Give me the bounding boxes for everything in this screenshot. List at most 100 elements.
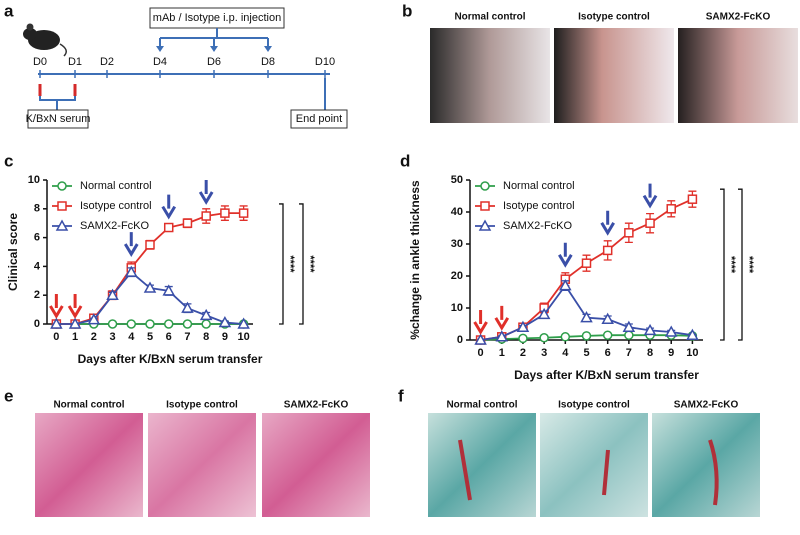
treatment-arrow xyxy=(49,294,64,319)
injection-arrowheads xyxy=(156,46,272,52)
legend-marker xyxy=(55,219,69,231)
x-tick-label: 3 xyxy=(109,331,115,343)
injection-bracket xyxy=(159,28,269,48)
legend-label: SAMX2-FcKO xyxy=(503,220,573,232)
legend-marker xyxy=(480,181,490,191)
x-tick-label: 8 xyxy=(647,347,653,359)
marker xyxy=(687,194,698,204)
timeline-ticks xyxy=(39,70,326,78)
marker xyxy=(181,301,194,313)
series-line xyxy=(56,270,244,325)
marker xyxy=(163,319,174,329)
x-tick-label: 10 xyxy=(238,331,250,343)
photo-caption: Isotype control xyxy=(578,12,650,23)
x-tick-label: 4 xyxy=(128,331,135,343)
x-tick-label: 5 xyxy=(147,331,153,343)
marker xyxy=(106,288,119,300)
treatment-arrow xyxy=(161,194,177,220)
y-tick-label: 2 xyxy=(34,289,40,301)
marker xyxy=(220,208,230,218)
x-tick-label: 7 xyxy=(626,347,632,359)
day-label: D1 xyxy=(68,56,82,68)
significance-bracket xyxy=(720,188,725,341)
legend-marker xyxy=(57,181,67,191)
treatment-arrow xyxy=(123,232,139,257)
marker xyxy=(474,333,487,345)
day-label: D10 xyxy=(315,56,335,68)
x-axis-label: Days after K/BxN serum transfer xyxy=(514,368,699,382)
y-tick-label: 8 xyxy=(34,203,40,215)
x-tick-label: 10 xyxy=(686,347,698,359)
marker xyxy=(581,331,592,341)
y-tick-label: 50 xyxy=(451,174,463,186)
treatment-arrow xyxy=(600,210,615,236)
histology-caption: Normal control xyxy=(446,400,517,411)
marker xyxy=(237,317,250,329)
treatment-arrow xyxy=(198,180,214,205)
marker xyxy=(199,308,213,321)
y-tick-label: 10 xyxy=(28,174,40,186)
x-tick-label: 2 xyxy=(91,331,97,343)
significance-label: **** xyxy=(284,255,296,273)
marker xyxy=(602,330,613,340)
y-axis-label: %change in ankle thickness xyxy=(408,180,422,340)
serum-label: K/BxN serum xyxy=(26,113,91,125)
mouse-icon xyxy=(23,23,67,57)
x-tick-label: 4 xyxy=(562,347,569,359)
photo xyxy=(554,28,674,123)
panel-letter: c xyxy=(4,151,13,170)
histology-caption: Isotype control xyxy=(558,400,630,411)
x-tick-label: 2 xyxy=(520,347,526,359)
x-tick-label: 9 xyxy=(668,347,674,359)
legend-label: Isotype control xyxy=(503,200,575,212)
legend-marker xyxy=(480,201,490,211)
marker xyxy=(201,319,211,329)
x-tick-label: 5 xyxy=(583,347,589,359)
y-tick-label: 20 xyxy=(451,270,463,282)
treatment-arrow xyxy=(473,310,488,335)
day-label: D8 xyxy=(261,56,275,68)
histology-image xyxy=(148,413,256,517)
y-tick-label: 4 xyxy=(34,260,41,272)
treatment-arrow xyxy=(67,294,83,319)
marker xyxy=(218,316,232,328)
cartilage xyxy=(458,439,719,506)
x-tick-label: 7 xyxy=(184,331,190,343)
panel-letter: f xyxy=(398,386,404,405)
treatment-arrow xyxy=(642,183,658,209)
y-tick-label: 0 xyxy=(457,334,463,346)
histology-image xyxy=(652,413,760,517)
marker xyxy=(601,312,614,324)
histology-image xyxy=(428,413,536,517)
legend-marker xyxy=(478,219,492,231)
x-tick-label: 6 xyxy=(166,331,172,343)
x-tick-label: 0 xyxy=(478,347,484,359)
marker xyxy=(495,330,509,342)
marker xyxy=(182,319,193,329)
marker xyxy=(182,218,193,228)
marker xyxy=(124,265,138,277)
treatment-arrow xyxy=(494,305,510,331)
marker xyxy=(162,284,176,296)
day-label: D0 xyxy=(33,56,47,68)
significance-bracket xyxy=(279,203,284,325)
marker xyxy=(87,313,101,325)
y-axis-label: Clinical score xyxy=(6,213,20,291)
day-label: D6 xyxy=(207,56,221,68)
legend-marker xyxy=(57,201,67,211)
photo-caption: Normal control xyxy=(454,12,525,23)
x-tick-label: 8 xyxy=(203,331,209,343)
x-tick-label: 9 xyxy=(222,331,228,343)
marker xyxy=(666,204,676,214)
y-tick-label: 30 xyxy=(451,238,463,250)
histology-image xyxy=(540,413,648,517)
marker xyxy=(559,279,572,291)
y-tick-label: 40 xyxy=(451,206,463,218)
serum-box xyxy=(27,109,89,129)
significance-label: **** xyxy=(725,256,737,274)
marker xyxy=(143,281,157,293)
legend-label: Isotype control xyxy=(80,200,152,212)
marker xyxy=(624,228,634,238)
marker xyxy=(602,245,613,256)
histology-image xyxy=(262,413,370,517)
